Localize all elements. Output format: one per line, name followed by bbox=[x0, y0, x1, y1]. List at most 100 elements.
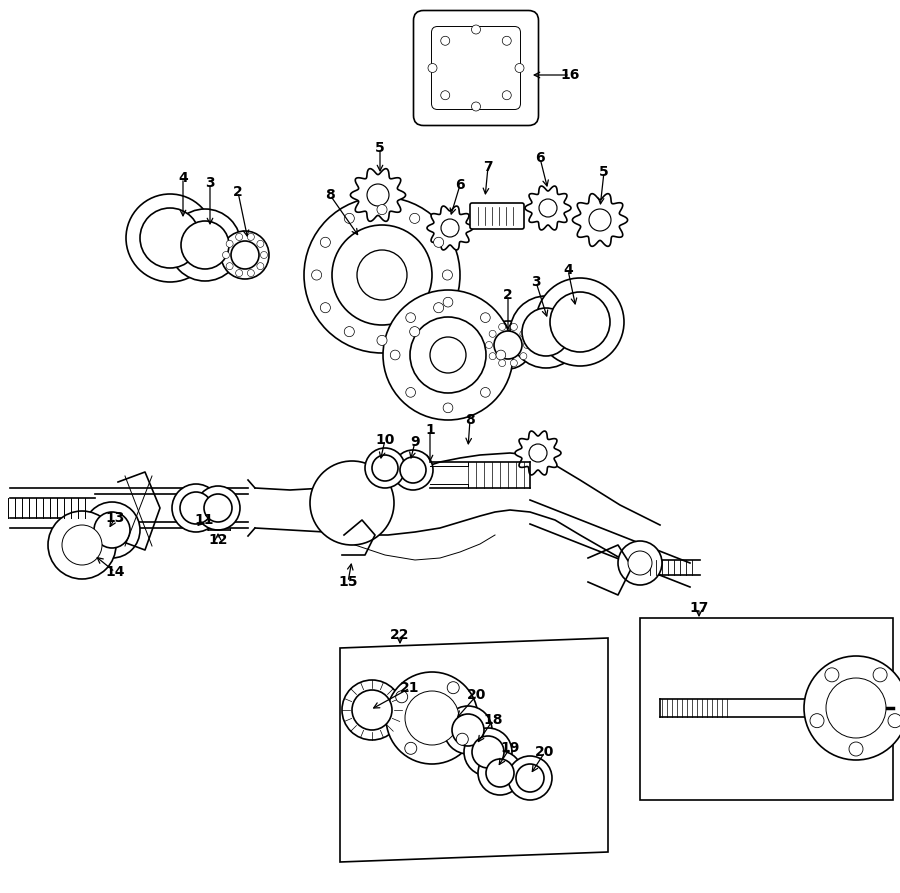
Circle shape bbox=[180, 492, 212, 524]
Circle shape bbox=[486, 759, 514, 787]
Circle shape bbox=[410, 213, 419, 223]
Text: 4: 4 bbox=[178, 171, 188, 185]
Text: 5: 5 bbox=[599, 165, 609, 179]
Text: 14: 14 bbox=[105, 565, 125, 579]
Polygon shape bbox=[572, 194, 627, 246]
Text: 1: 1 bbox=[425, 423, 435, 437]
Circle shape bbox=[441, 91, 450, 100]
Circle shape bbox=[94, 512, 130, 548]
Circle shape bbox=[320, 303, 330, 313]
Circle shape bbox=[260, 252, 267, 258]
Circle shape bbox=[529, 444, 547, 462]
Circle shape bbox=[357, 250, 407, 300]
Circle shape bbox=[345, 327, 355, 337]
Text: 7: 7 bbox=[483, 160, 493, 174]
Polygon shape bbox=[427, 206, 473, 250]
Circle shape bbox=[849, 742, 863, 756]
FancyBboxPatch shape bbox=[470, 203, 524, 229]
Circle shape bbox=[248, 270, 255, 277]
Circle shape bbox=[472, 25, 481, 34]
Text: 12: 12 bbox=[208, 533, 228, 547]
Circle shape bbox=[888, 714, 900, 728]
Circle shape bbox=[443, 297, 453, 307]
Circle shape bbox=[391, 350, 400, 360]
Circle shape bbox=[810, 714, 824, 728]
Circle shape bbox=[589, 209, 611, 231]
Text: 18: 18 bbox=[483, 713, 503, 727]
Circle shape bbox=[484, 321, 532, 369]
Circle shape bbox=[441, 219, 459, 237]
Text: 6: 6 bbox=[536, 151, 544, 165]
Text: 21: 21 bbox=[400, 681, 419, 695]
Text: 11: 11 bbox=[194, 513, 214, 527]
FancyBboxPatch shape bbox=[431, 27, 520, 110]
Circle shape bbox=[481, 388, 491, 397]
Circle shape bbox=[464, 728, 512, 776]
Polygon shape bbox=[515, 431, 561, 475]
Circle shape bbox=[304, 197, 460, 353]
Circle shape bbox=[169, 209, 241, 281]
Circle shape bbox=[393, 450, 433, 490]
Circle shape bbox=[367, 184, 389, 206]
Circle shape bbox=[826, 678, 886, 738]
Text: 2: 2 bbox=[233, 185, 243, 199]
Text: 10: 10 bbox=[375, 433, 395, 447]
Circle shape bbox=[352, 690, 392, 730]
Circle shape bbox=[508, 756, 552, 800]
Circle shape bbox=[342, 680, 402, 740]
Circle shape bbox=[447, 681, 459, 694]
Circle shape bbox=[536, 278, 624, 366]
Circle shape bbox=[516, 764, 544, 792]
Text: 3: 3 bbox=[205, 176, 215, 190]
Circle shape bbox=[226, 263, 233, 270]
Circle shape bbox=[410, 327, 419, 337]
Circle shape bbox=[226, 240, 233, 247]
Circle shape bbox=[377, 204, 387, 214]
Circle shape bbox=[520, 330, 526, 338]
Circle shape bbox=[310, 461, 394, 545]
Circle shape bbox=[140, 208, 200, 268]
Circle shape bbox=[256, 263, 264, 270]
Text: 8: 8 bbox=[465, 413, 475, 427]
Circle shape bbox=[510, 323, 518, 330]
Circle shape bbox=[126, 194, 214, 282]
Text: 2: 2 bbox=[503, 288, 513, 302]
Polygon shape bbox=[640, 618, 893, 800]
Circle shape bbox=[524, 341, 530, 348]
Circle shape bbox=[383, 290, 513, 420]
Circle shape bbox=[443, 270, 453, 280]
Circle shape bbox=[873, 668, 887, 682]
Circle shape bbox=[396, 691, 408, 703]
Circle shape bbox=[386, 672, 478, 764]
Circle shape bbox=[628, 551, 652, 575]
Text: 20: 20 bbox=[467, 688, 487, 702]
Circle shape bbox=[231, 241, 259, 269]
Text: 3: 3 bbox=[531, 275, 541, 289]
Circle shape bbox=[489, 353, 496, 360]
Circle shape bbox=[405, 691, 459, 745]
Text: 22: 22 bbox=[391, 628, 410, 642]
Circle shape bbox=[430, 337, 466, 373]
Circle shape bbox=[478, 751, 522, 795]
Circle shape bbox=[502, 91, 511, 100]
Circle shape bbox=[256, 240, 264, 247]
Text: 13: 13 bbox=[105, 511, 125, 525]
Circle shape bbox=[443, 403, 453, 413]
Circle shape bbox=[84, 502, 140, 558]
Text: 5: 5 bbox=[375, 141, 385, 155]
Text: 20: 20 bbox=[536, 745, 554, 759]
Circle shape bbox=[365, 448, 405, 488]
Circle shape bbox=[410, 317, 486, 393]
Text: 6: 6 bbox=[455, 178, 464, 192]
Circle shape bbox=[522, 308, 570, 356]
Circle shape bbox=[496, 350, 506, 360]
Circle shape bbox=[372, 455, 398, 481]
Text: 17: 17 bbox=[689, 601, 708, 615]
Circle shape bbox=[510, 296, 582, 368]
Circle shape bbox=[539, 199, 557, 217]
Circle shape bbox=[320, 238, 330, 247]
Circle shape bbox=[502, 37, 511, 46]
Circle shape bbox=[406, 388, 416, 397]
Circle shape bbox=[172, 484, 220, 532]
Polygon shape bbox=[340, 638, 608, 862]
